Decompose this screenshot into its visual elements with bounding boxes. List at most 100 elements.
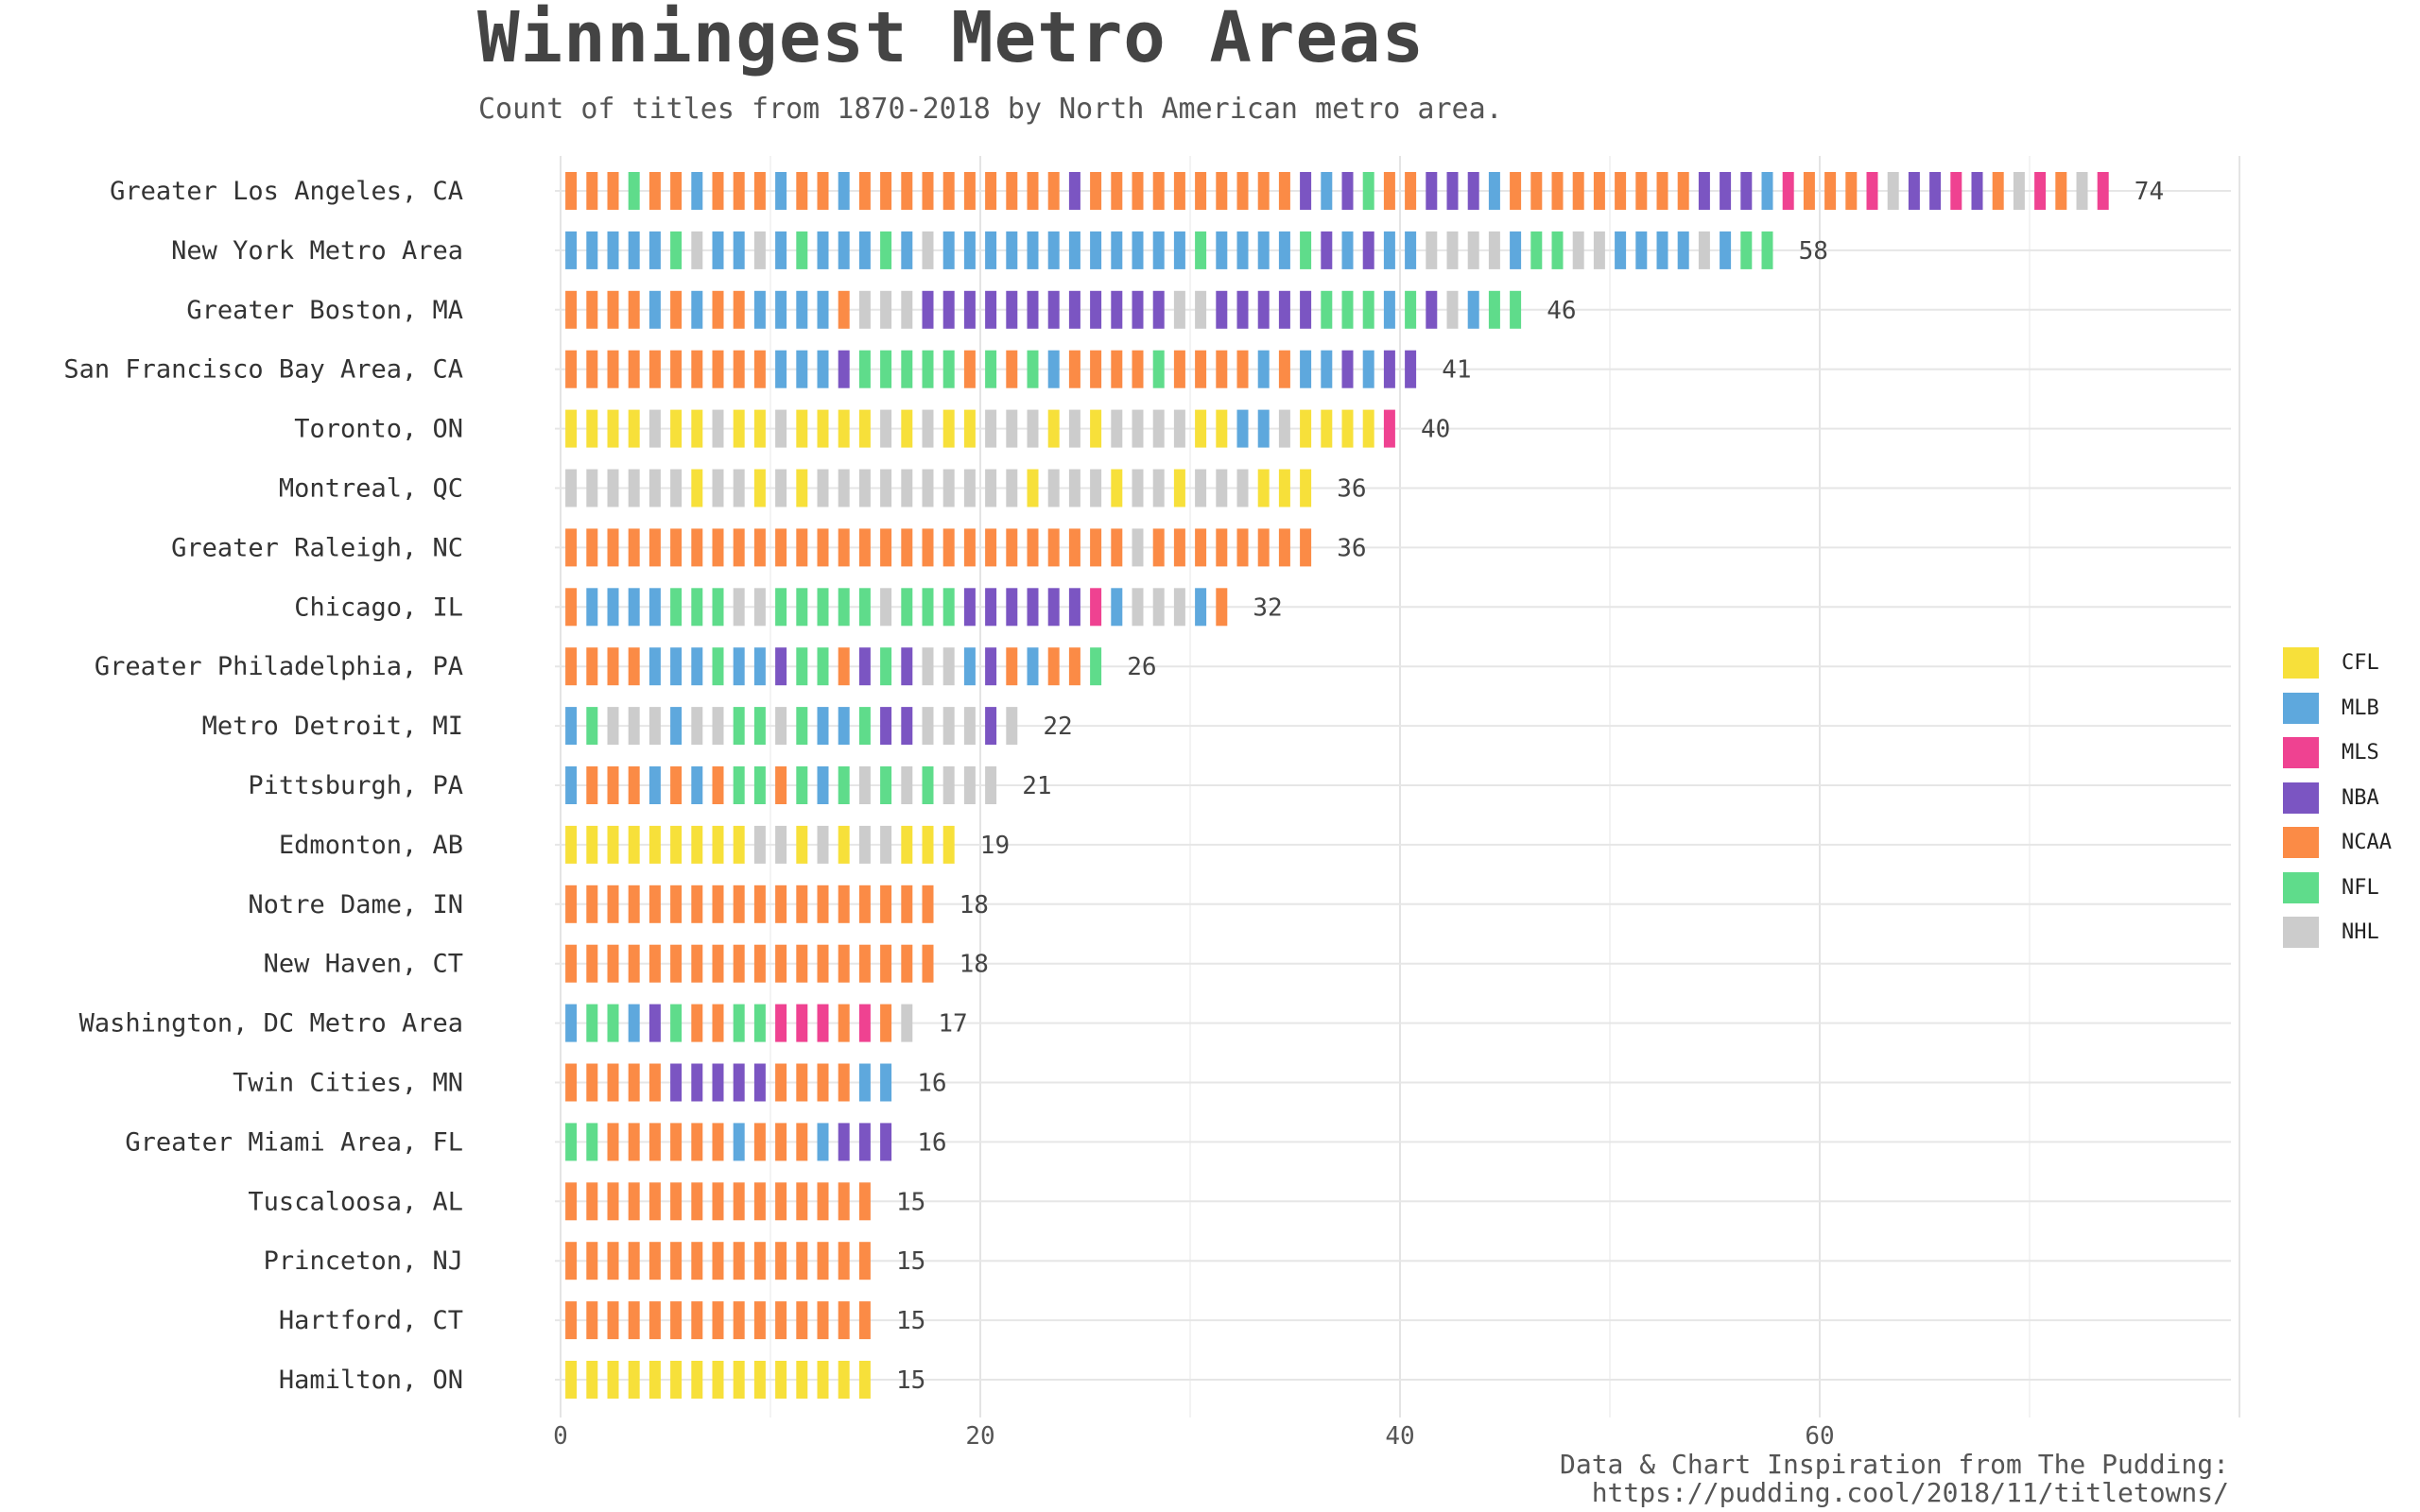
title-unit-nhl bbox=[838, 469, 850, 507]
title-unit-ncaa bbox=[712, 1301, 724, 1340]
title-unit-nba bbox=[1006, 588, 1018, 627]
title-unit-cfl bbox=[733, 409, 745, 448]
title-unit-ncaa bbox=[901, 944, 913, 983]
title-unit-nhl bbox=[1426, 231, 1438, 269]
title-unit-nhl bbox=[1132, 409, 1144, 448]
title-unit-nfl bbox=[817, 588, 829, 627]
y-tick-label: Montreal, QC bbox=[279, 474, 463, 504]
title-unit-ncaa bbox=[670, 290, 683, 329]
title-unit-ncaa bbox=[817, 528, 829, 567]
caption-line-2: https://pudding.cool/2018/11/titletowns/ bbox=[1591, 1477, 2229, 1508]
title-unit-mlb bbox=[648, 290, 661, 329]
title-unit-ncaa bbox=[607, 172, 619, 210]
bar-row: Princeton, NJ 15 bbox=[264, 1242, 925, 1280]
title-unit-ncaa bbox=[775, 1063, 787, 1102]
title-unit-cfl bbox=[733, 1361, 745, 1399]
title-unit-nfl bbox=[922, 350, 934, 388]
title-unit-mlb bbox=[1656, 231, 1668, 269]
x-tick-label: 40 bbox=[1385, 1422, 1414, 1451]
bar-row: Metro Detroit, MI 22 bbox=[202, 707, 1073, 746]
title-unit-ncaa bbox=[565, 172, 578, 210]
title-unit-nba bbox=[1257, 290, 1270, 329]
title-unit-mlb bbox=[901, 231, 913, 269]
title-unit-nba bbox=[733, 1063, 745, 1102]
title-unit-nhl bbox=[628, 707, 640, 746]
title-unit-cfl bbox=[648, 1361, 661, 1399]
title-unit-nba bbox=[1278, 290, 1290, 329]
title-unit-mlb bbox=[712, 231, 724, 269]
title-unit-ncaa bbox=[1195, 528, 1207, 567]
title-unit-ncaa bbox=[1510, 172, 1522, 210]
legend-label: MLS bbox=[2342, 741, 2379, 765]
title-unit-ncaa bbox=[1195, 350, 1207, 388]
title-unit-ncaa bbox=[607, 1301, 619, 1340]
title-unit-ncaa bbox=[712, 290, 724, 329]
title-unit-nfl bbox=[1405, 290, 1417, 329]
title-unit-ncaa bbox=[817, 944, 829, 983]
title-unit-nba bbox=[985, 290, 997, 329]
title-unit-ncaa bbox=[963, 528, 976, 567]
title-unit-ncaa bbox=[1111, 528, 1123, 567]
title-unit-mlb bbox=[775, 290, 787, 329]
title-unit-cfl bbox=[1173, 469, 1185, 507]
title-unit-nba bbox=[1300, 172, 1312, 210]
title-unit-ncaa bbox=[670, 1182, 683, 1221]
title-unit-cfl bbox=[901, 409, 913, 448]
title-unit-ncaa bbox=[648, 1301, 661, 1340]
title-unit-nfl bbox=[1362, 172, 1374, 210]
title-unit-mlb bbox=[1383, 290, 1395, 329]
title-unit-ncaa bbox=[586, 1063, 598, 1102]
title-unit-ncaa bbox=[628, 1242, 640, 1280]
title-unit-mlb bbox=[1047, 350, 1060, 388]
title-unit-nfl bbox=[733, 766, 745, 804]
title-unit-nba bbox=[1426, 290, 1438, 329]
title-unit-mlb bbox=[648, 231, 661, 269]
title-unit-cfl bbox=[1278, 469, 1290, 507]
bar-row: Tuscaloosa, AL 15 bbox=[248, 1182, 925, 1221]
title-unit-nba bbox=[858, 1123, 871, 1161]
title-unit-ncaa bbox=[796, 1182, 808, 1221]
title-unit-nhl bbox=[1488, 231, 1500, 269]
title-unit-ncaa bbox=[1068, 350, 1080, 388]
title-unit-nfl bbox=[586, 707, 598, 746]
title-unit-nfl bbox=[985, 350, 997, 388]
total-label: 58 bbox=[1799, 237, 1828, 266]
title-unit-mlb bbox=[1027, 231, 1039, 269]
title-unit-cfl bbox=[586, 1361, 598, 1399]
title-unit-ncaa bbox=[838, 885, 850, 923]
title-unit-nba bbox=[1971, 172, 1983, 210]
legend-swatch bbox=[2283, 737, 2319, 769]
title-unit-nfl bbox=[880, 766, 892, 804]
y-tick-label: Pittsburgh, PA bbox=[248, 771, 463, 800]
title-unit-mlb bbox=[796, 350, 808, 388]
title-unit-ncaa bbox=[858, 1301, 871, 1340]
title-unit-mlb bbox=[1090, 231, 1102, 269]
title-unit-mlb bbox=[565, 707, 578, 746]
title-unit-nfl bbox=[796, 231, 808, 269]
title-unit-nhl bbox=[775, 707, 787, 746]
y-tick-label: Greater Boston, MA bbox=[186, 296, 463, 325]
title-unit-cfl bbox=[691, 1361, 703, 1399]
title-unit-nba bbox=[1047, 588, 1060, 627]
title-unit-cfl bbox=[817, 1361, 829, 1399]
title-unit-nba bbox=[1467, 172, 1479, 210]
legend-swatch bbox=[2283, 827, 2319, 859]
title-unit-ncaa bbox=[1572, 172, 1584, 210]
title-unit-nfl bbox=[753, 1004, 766, 1042]
title-unit-cfl bbox=[670, 409, 683, 448]
title-unit-mlb bbox=[1677, 231, 1689, 269]
title-unit-nba bbox=[858, 647, 871, 686]
total-label: 74 bbox=[2135, 178, 2164, 206]
title-unit-mlb bbox=[963, 647, 976, 686]
title-unit-ncaa bbox=[1383, 172, 1395, 210]
title-unit-mlb bbox=[1257, 350, 1270, 388]
title-unit-ncaa bbox=[1216, 588, 1228, 627]
title-unit-nhl bbox=[2013, 172, 2025, 210]
title-unit-nba bbox=[1027, 290, 1039, 329]
title-unit-ncaa bbox=[858, 528, 871, 567]
title-unit-nhl bbox=[1195, 290, 1207, 329]
title-unit-mlb bbox=[1488, 172, 1500, 210]
title-unit-mls bbox=[1782, 172, 1794, 210]
title-unit-cfl bbox=[796, 409, 808, 448]
title-unit-ncaa bbox=[565, 647, 578, 686]
